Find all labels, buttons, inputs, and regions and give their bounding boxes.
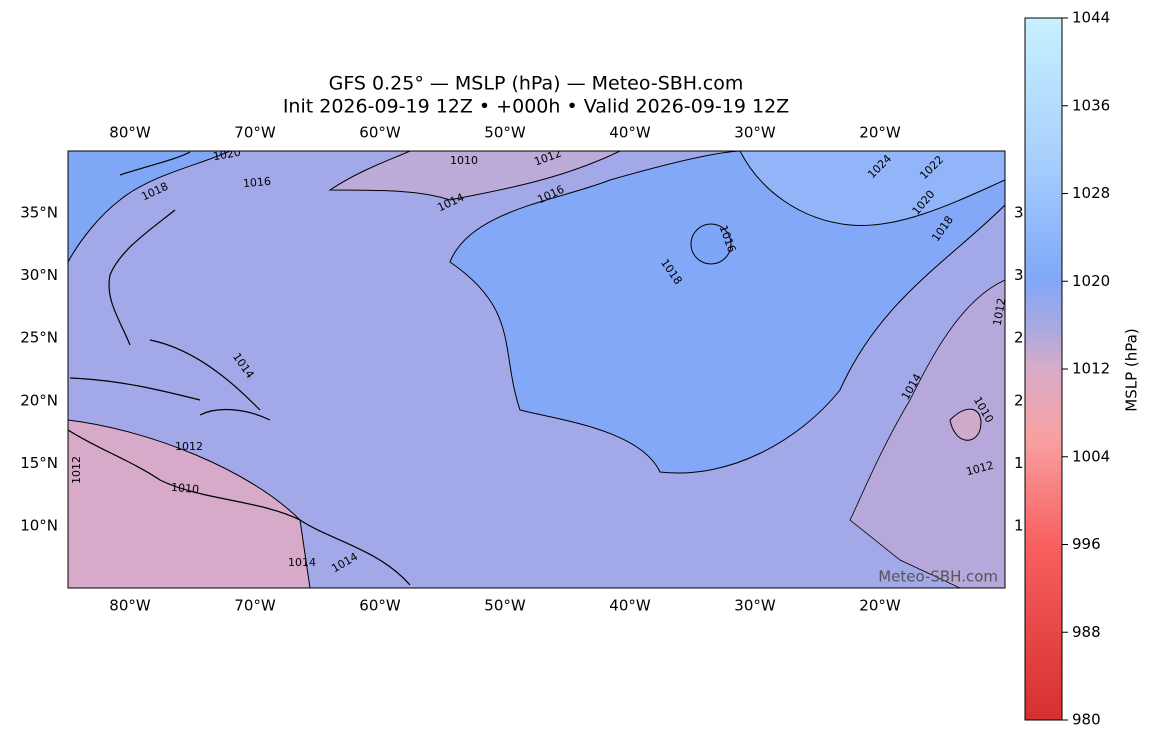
lon-label-top: 40°W	[609, 124, 651, 142]
lon-label-bottom: 70°W	[234, 597, 276, 615]
colorbar-tick-label: 1012	[1072, 360, 1110, 378]
watermark: Meteo-SBH.com	[878, 568, 998, 586]
colorbar-tick-label: 1004	[1072, 447, 1110, 465]
colorbar-ticks: 980 988 996 1004 1012 1020 1028 1036 1044	[1062, 9, 1110, 729]
lon-label-top: 50°W	[484, 124, 526, 142]
lat-label: 20°N	[20, 391, 58, 409]
pressure-region	[739, 151, 1005, 227]
lon-label-bottom: 30°W	[734, 597, 776, 615]
lon-label-bottom: 40°W	[609, 597, 651, 615]
pressure-region	[68, 151, 231, 263]
colorbar-tick-label: 980	[1072, 711, 1101, 729]
lat-label: 10°N	[20, 517, 58, 535]
colorbar-tick-label: 1028	[1072, 184, 1110, 202]
lat-label: 25°N	[20, 329, 58, 347]
lat-label-right: 2	[1014, 391, 1024, 409]
contour-label: 1010	[171, 481, 200, 496]
lon-label-bottom: 60°W	[359, 597, 401, 615]
pressure-region	[949, 408, 982, 441]
land-region	[849, 279, 1005, 588]
title: GFS 0.25° — MSLP (hPa) — Meteo-SBH.com	[329, 73, 744, 95]
contour-label: 1012	[70, 456, 83, 484]
lat-label-right: 1	[1014, 454, 1024, 472]
contour-label: 1016	[242, 175, 271, 190]
contour-label: 1014	[288, 556, 316, 569]
map-frame	[67, 150, 1006, 589]
colorbar-tick-label: 1036	[1072, 96, 1110, 114]
lon-label-top: 80°W	[109, 124, 151, 142]
colorbar-tick-label: 996	[1072, 535, 1101, 553]
lat-label: 35°N	[20, 204, 58, 222]
lon-label-top: 30°W	[734, 124, 776, 142]
colorbar	[1024, 17, 1063, 721]
subtitle: Init 2026-09-19 12Z • +000h • Valid 2026…	[283, 96, 789, 118]
colorbar-tick-label: 988	[1072, 623, 1101, 641]
contour-label: 1012	[991, 297, 1009, 327]
lat-label-right: 2	[1014, 329, 1024, 347]
pressure-region	[690, 223, 732, 265]
contour-label: 1010	[450, 154, 478, 167]
lat-label-right: 3	[1014, 204, 1024, 222]
lat-label-right: 1	[1014, 517, 1024, 535]
lon-label-bottom: 50°W	[484, 597, 526, 615]
contour-label: 1012	[175, 440, 203, 453]
lat-label: 15°N	[20, 454, 58, 472]
lon-label-top: 60°W	[359, 124, 401, 142]
lat-label: 30°N	[20, 266, 58, 284]
coastline	[68, 151, 411, 586]
axes: 80°W 80°W 70°W 70°W 60°W 60°W 50°W 50°W 40°W 40°W…	[20, 124, 1023, 615]
lon-label-top: 20°W	[859, 124, 901, 142]
colorbar-label: MSLP (hPa)	[1123, 328, 1141, 411]
colorbar-tick-label: 1044	[1072, 9, 1110, 27]
lat-label-right: 3	[1014, 266, 1024, 284]
lon-label-bottom: 80°W	[109, 597, 151, 615]
lon-label-top: 70°W	[234, 124, 276, 142]
pressure-region	[449, 151, 1005, 474]
pressure-region	[328, 151, 621, 201]
colorbar-tick-label: 1020	[1072, 272, 1110, 290]
lon-label-bottom: 20°W	[859, 597, 901, 615]
